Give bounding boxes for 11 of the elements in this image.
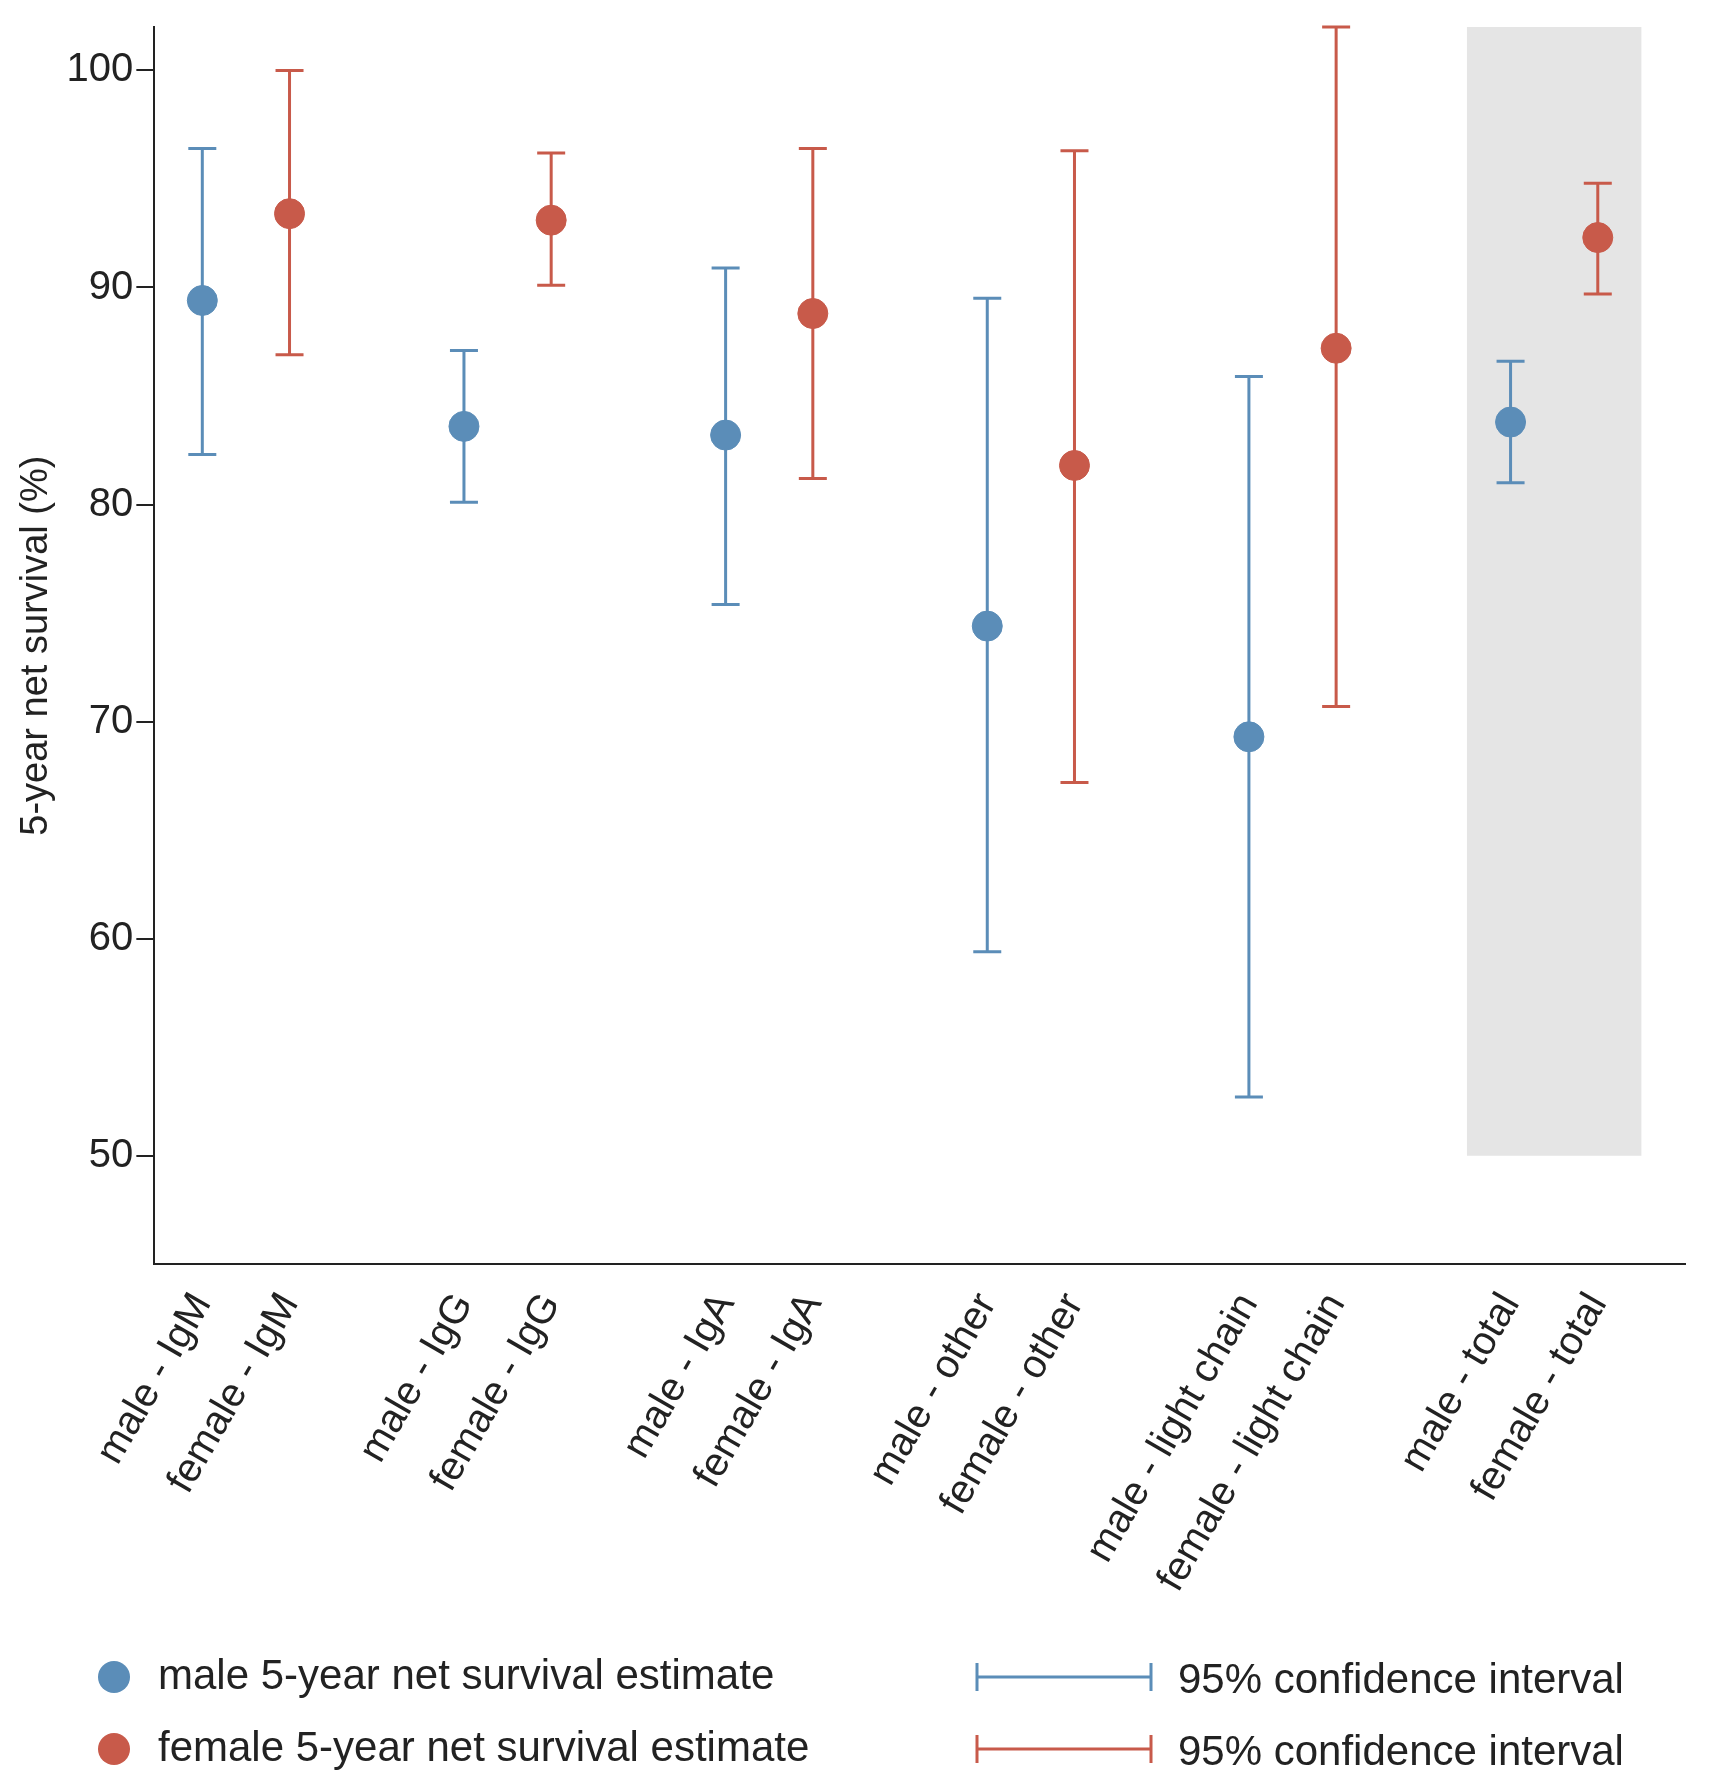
text: 95% confidence interval (1178, 1654, 1624, 1702)
y-tick-label: 60 (88, 913, 134, 958)
y-tick-label: 100 (66, 45, 134, 90)
text: 95% confidence interval (1178, 1726, 1624, 1773)
y-tick-label: 80 (88, 479, 134, 524)
y-tick-label: 50 (88, 1130, 134, 1175)
y-tick-label: 70 (88, 696, 134, 741)
y-tick-label: 90 (88, 262, 134, 307)
y-axis-title: 5-year net survival (%) (13, 455, 56, 836)
legend-label: male 5-year net survival estimate (158, 1650, 775, 1698)
legend-label: female 5-year net survival estimate (158, 1722, 810, 1770)
